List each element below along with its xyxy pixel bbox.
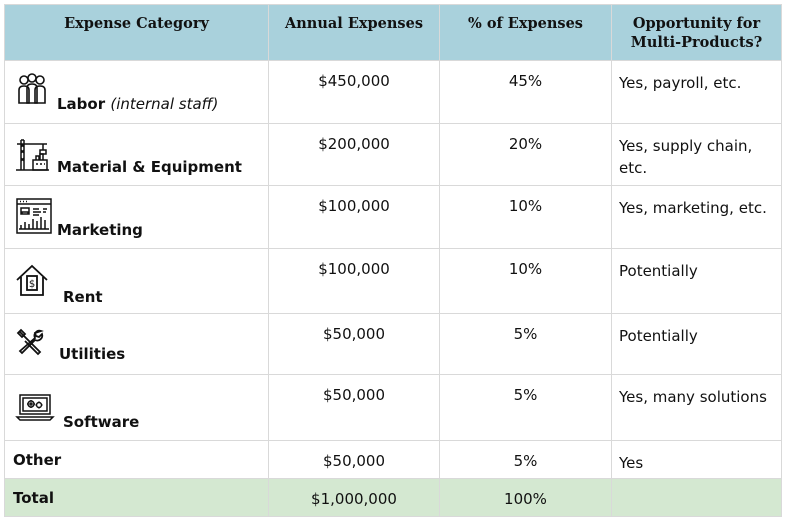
header-opportunity: Opportunity for Multi-Products?	[611, 4, 782, 61]
category-name: Labor	[57, 95, 106, 113]
table-row: $ Rent $100,000 10% Potentially	[4, 248, 782, 314]
table-row: Other $50,000 5% Yes	[4, 440, 782, 479]
category-name: Rent	[63, 288, 103, 306]
annual-cell: $100,000	[268, 185, 440, 249]
annual-cell: $100,000	[268, 248, 440, 314]
opportunity-cell: Yes, marketing, etc.	[611, 185, 782, 249]
table-row: Software $50,000 5% Yes, many solutions	[4, 374, 782, 441]
annual-cell: $50,000	[268, 313, 440, 375]
percent-cell: 20%	[439, 123, 612, 186]
header-expense-category: Expense Category	[4, 4, 269, 61]
table-row: Material & Equipment $200,000 20% Yes, s…	[4, 123, 782, 186]
expense-table: Expense Category Annual Expenses % of Ex…	[4, 4, 782, 517]
table-row: Marketing $100,000 10% Yes, marketing, e…	[4, 185, 782, 249]
category-label: Labor (internal staff)	[57, 95, 218, 113]
total-row: Total $1,000,000 100%	[4, 478, 782, 517]
category-cell: Software	[4, 374, 269, 441]
annual-cell: $50,000	[268, 440, 440, 479]
percent-cell: 5%	[439, 313, 612, 375]
category-name: Utilities	[59, 345, 126, 363]
annual-cell: $50,000	[268, 374, 440, 441]
category-name: Marketing	[57, 221, 143, 239]
percent-cell: 45%	[439, 60, 612, 124]
category-cell: Material & Equipment	[4, 123, 269, 186]
percent-cell: 10%	[439, 248, 612, 314]
annual-cell: $450,000	[268, 60, 440, 124]
annual-cell: $200,000	[268, 123, 440, 186]
people-icon	[15, 73, 49, 109]
table-row: Utilities $50,000 5% Potentially	[4, 313, 782, 375]
laptop-gears-icon	[15, 393, 55, 421]
wrench-screwdriver-icon	[15, 327, 45, 357]
house-dollar-icon: $	[15, 263, 49, 299]
category-cell: $ Rent	[4, 248, 269, 314]
opportunity-cell: Yes, many solutions	[611, 374, 782, 441]
total-annual-cell: $1,000,000	[268, 478, 440, 517]
category-cell: Utilities	[4, 313, 269, 375]
category-name: Material & Equipment	[57, 158, 242, 176]
opportunity-cell: Potentially	[611, 248, 782, 314]
header-percent-expenses: % of Expenses	[439, 4, 612, 61]
opportunity-cell: Yes, payroll, etc.	[611, 60, 782, 124]
percent-cell: 5%	[439, 374, 612, 441]
opportunity-cell: Potentially	[611, 313, 782, 375]
category-cell: Marketing	[4, 185, 269, 249]
crane-factory-icon	[15, 136, 49, 172]
table-row: Labor (internal staff) $450,000 45% Yes,…	[4, 60, 782, 124]
category-cell: Labor (internal staff)	[4, 60, 269, 124]
category-name: Other	[13, 451, 62, 469]
category-name: Software	[63, 413, 140, 431]
header-row: Expense Category Annual Expenses % of Ex…	[4, 4, 782, 61]
header-annual-expenses: Annual Expenses	[268, 4, 440, 61]
opportunity-cell: Yes	[611, 440, 782, 479]
total-percent-cell: 100%	[439, 478, 612, 517]
total-opportunity-cell	[611, 478, 782, 517]
percent-cell: 5%	[439, 440, 612, 479]
total-label: Total	[13, 489, 54, 507]
category-sub: (internal staff)	[110, 95, 219, 113]
opportunity-cell: Yes, supply chain, etc.	[611, 123, 782, 186]
svg-text:$: $	[29, 279, 35, 290]
category-cell: Other	[4, 440, 269, 479]
marketing-dashboard-icon	[15, 197, 53, 235]
percent-cell: 10%	[439, 185, 612, 249]
total-label-cell: Total	[4, 478, 269, 517]
